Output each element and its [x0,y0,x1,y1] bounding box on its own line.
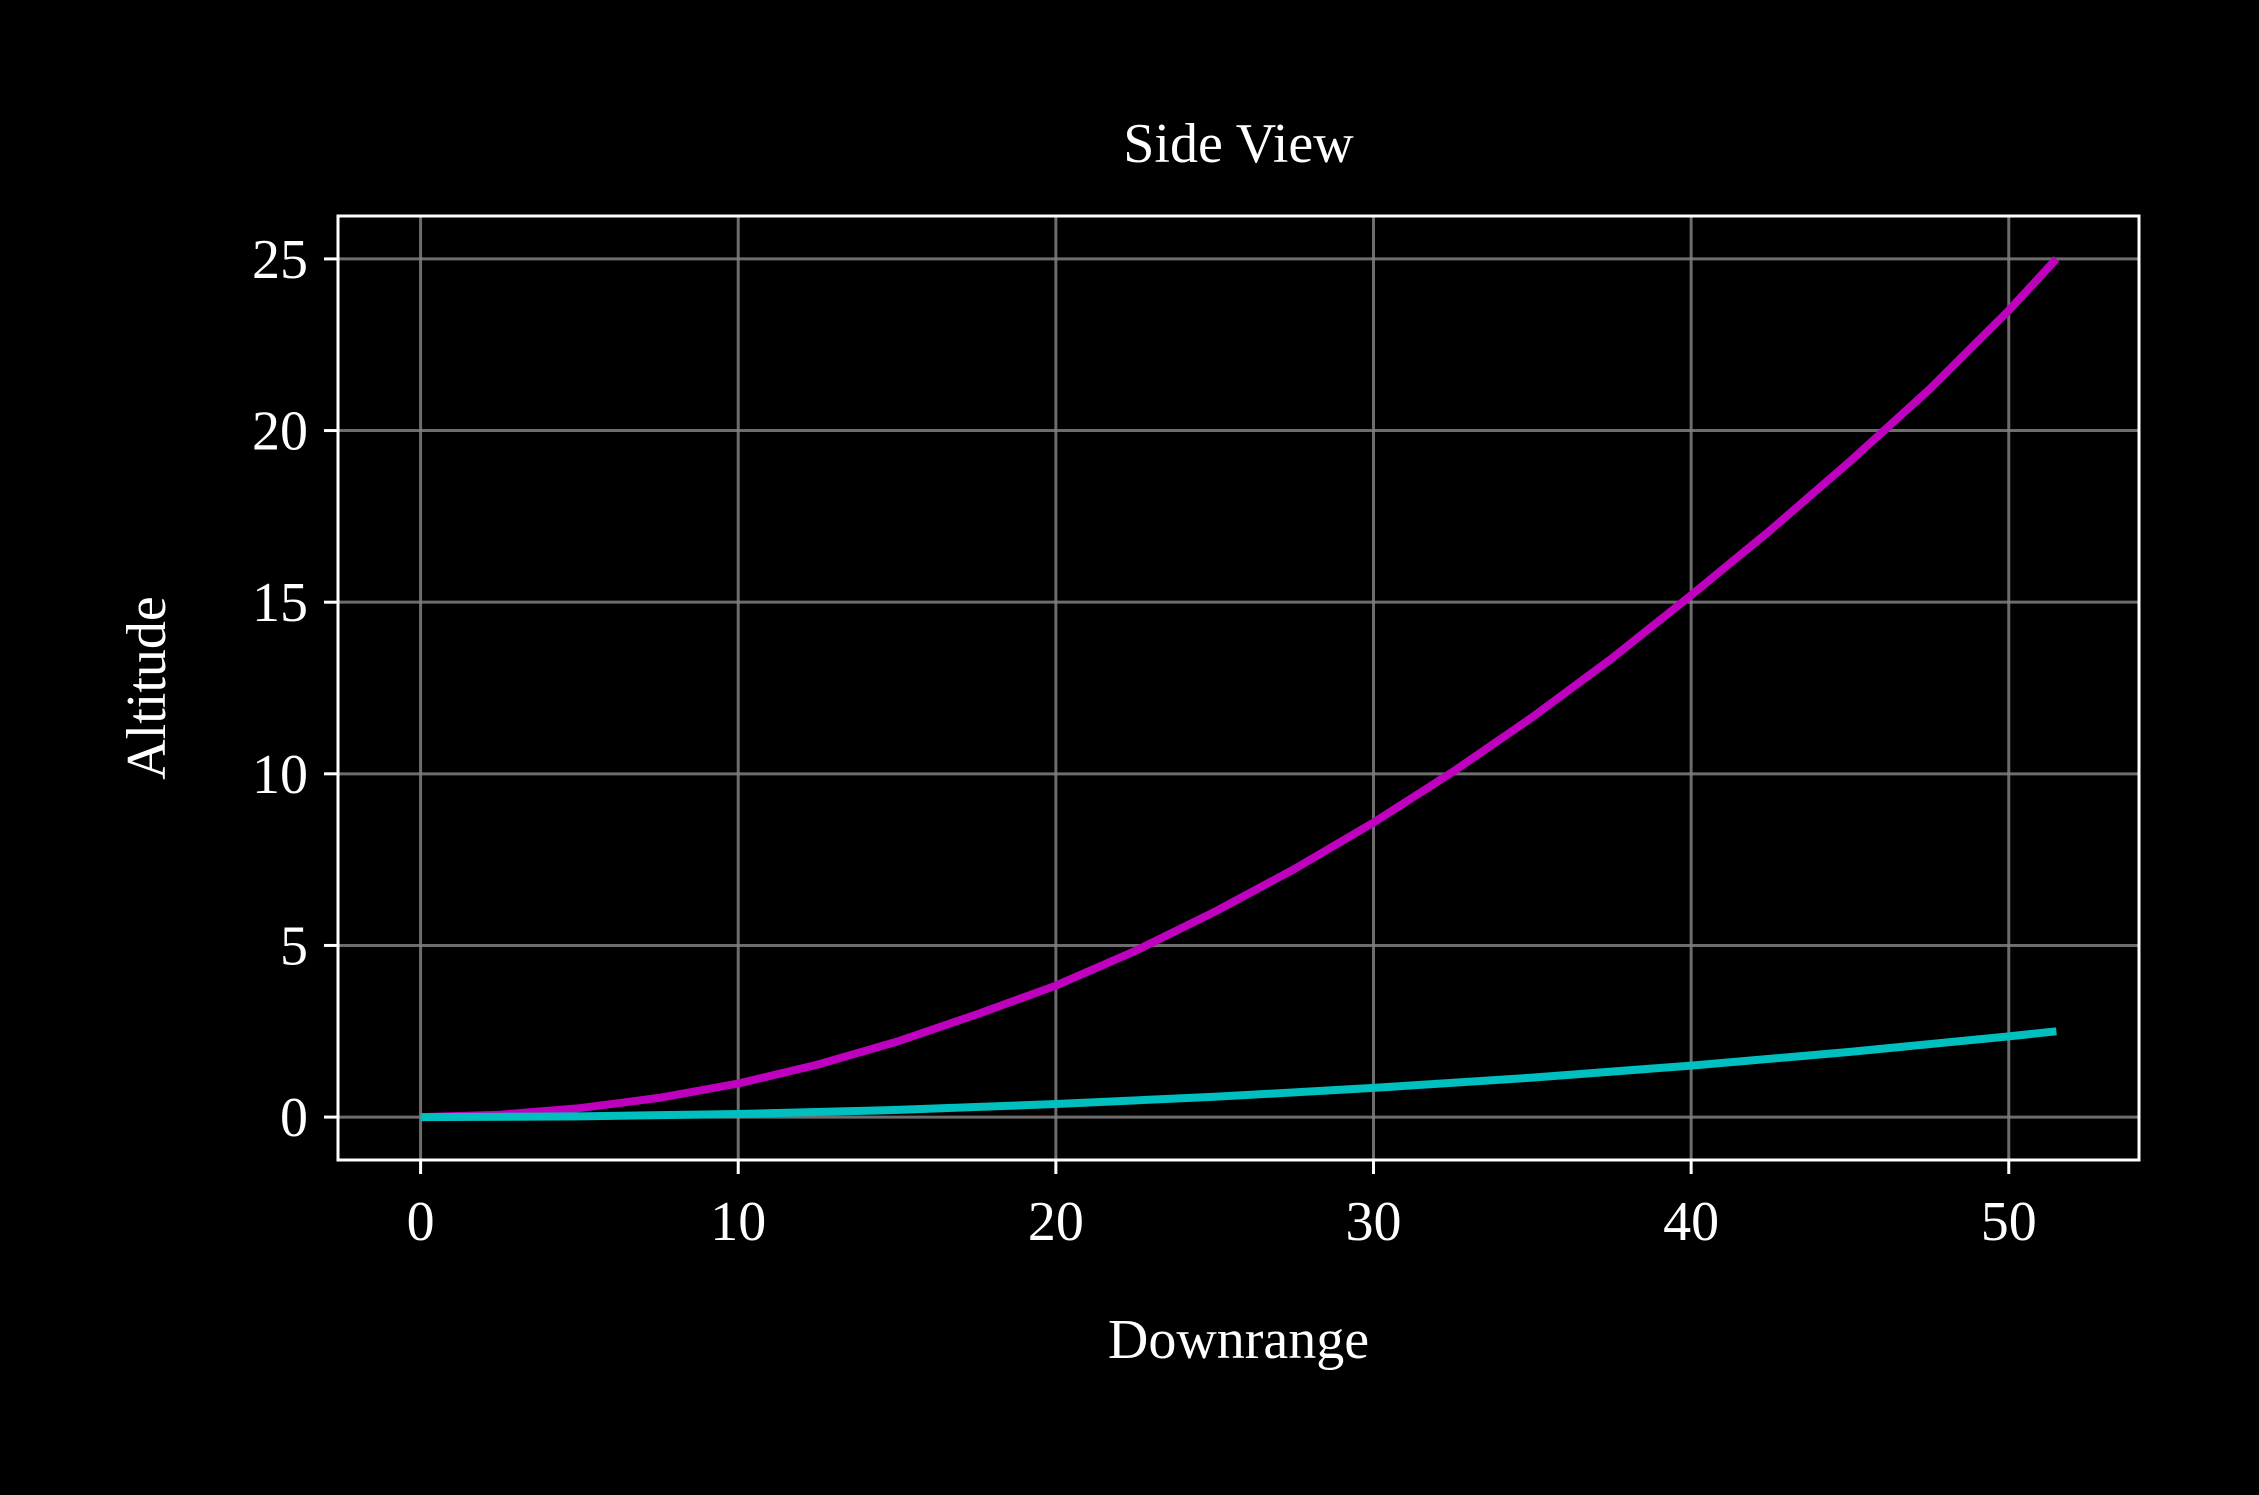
y-tick-label: 0 [280,1087,308,1149]
plot-area-frame [336,214,2141,1162]
axis-ticks: 0 10 20 30 40 50 0 5 10 15 20 25 [252,229,2037,1253]
series-line-2 [420,1027,2057,1122]
grid [338,216,2139,1160]
y-tick-label: 15 [252,572,308,634]
x-tick-label: 50 [1981,1191,2037,1253]
chart-title: Side View [1123,113,1354,175]
x-tick-label: 0 [407,1191,435,1253]
series-lines [420,256,2060,1122]
y-axis-label: Altitude [116,596,178,780]
x-tick-label: 30 [1345,1191,1401,1253]
y-tick-label: 10 [252,744,308,806]
x-tick-label: 20 [1028,1191,1084,1253]
series-line-1 [420,256,2060,1122]
x-tick-label: 40 [1663,1191,1719,1253]
x-tick-label: 10 [710,1191,766,1253]
y-tick-label: 20 [252,401,308,463]
x-axis-label: Downrange [1108,1309,1369,1371]
y-tick-label: 5 [280,915,308,977]
y-tick-label: 25 [252,229,308,291]
